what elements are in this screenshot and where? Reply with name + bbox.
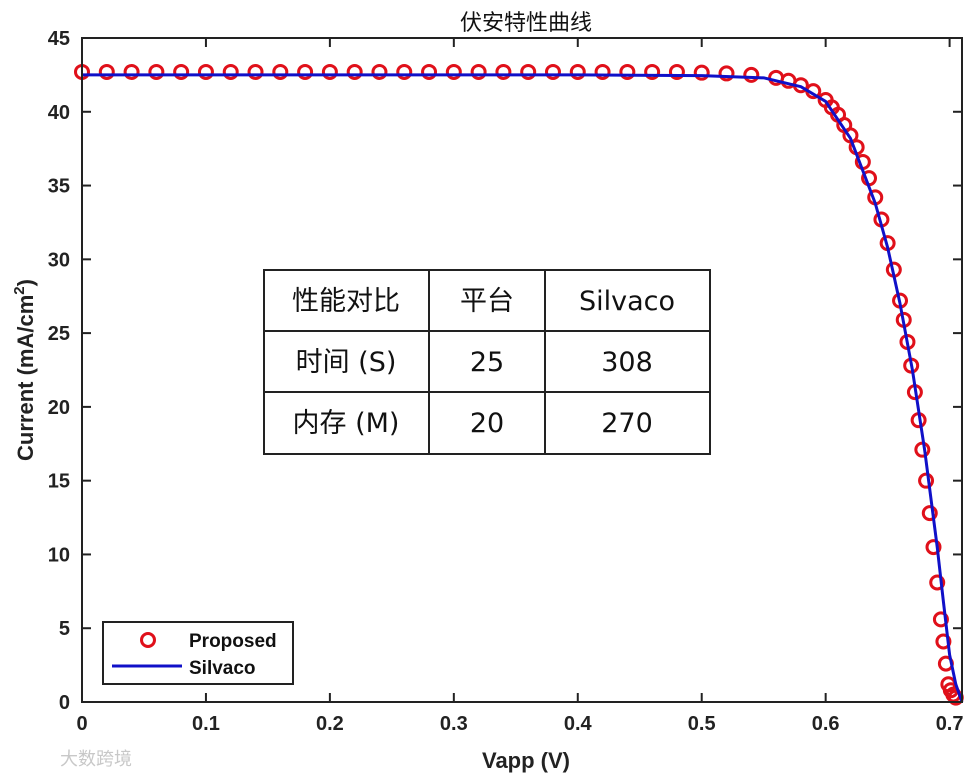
x-tick-label: 0.4: [564, 713, 593, 735]
proposed-data-point: [247, 63, 264, 80]
y-axis-label-main: Current (mA/cm: [13, 295, 38, 461]
proposed-data-point: [148, 63, 165, 80]
y-tick-label: 25: [48, 323, 70, 345]
proposed-data-point: [668, 63, 685, 80]
x-tick-label: 0.6: [812, 713, 840, 735]
x-axis-label: Vapp (V): [482, 748, 570, 773]
legend-label-proposed: Proposed: [189, 631, 277, 652]
x-tick-label: 0.1: [192, 713, 220, 735]
silvaco-series-line: [82, 73, 964, 703]
proposed-data-point: [346, 63, 363, 80]
legend-label-silvaco: Silvaco: [189, 658, 256, 679]
y-tick-label: 10: [48, 544, 70, 566]
proposed-data-point: [123, 63, 140, 80]
proposed-data-point: [98, 63, 115, 80]
proposed-data-point: [222, 63, 239, 80]
watermark: 大数跨境: [60, 749, 132, 770]
proposed-data-point: [918, 472, 935, 489]
proposed-data-point: [396, 63, 413, 80]
proposed-data-point: [272, 63, 289, 80]
proposed-data-point: [495, 63, 512, 80]
proposed-data-point: [569, 63, 586, 80]
proposed-data-point: [932, 611, 949, 628]
y-axis-label-tail: ): [13, 279, 38, 286]
x-tick-label: 0.7: [936, 713, 964, 735]
proposed-data-point: [619, 63, 636, 80]
x-tick-label: 0.5: [688, 713, 716, 735]
proposed-data-point: [693, 64, 710, 81]
proposed-data-point: [371, 63, 388, 80]
chart-title: 伏安特性曲线: [460, 11, 592, 36]
proposed-data-point: [197, 63, 214, 80]
table-cell: 25: [470, 347, 504, 378]
x-tick-label: 0.3: [440, 713, 468, 735]
watermark-text: 大数跨境: [60, 749, 132, 770]
table-cell: 平台: [460, 286, 514, 317]
proposed-data-point: [644, 63, 661, 80]
y-axis-label-sup: 2: [11, 286, 28, 294]
legend-marker-proposed: [140, 632, 156, 648]
proposed-data-point: [921, 505, 938, 522]
proposed-data-point: [743, 66, 760, 83]
proposed-data-point: [520, 63, 537, 80]
table-cell: 性能对比: [292, 286, 400, 317]
proposed-data-point: [470, 63, 487, 80]
legend-box: [102, 621, 294, 685]
y-tick-label: 0: [59, 692, 70, 714]
proposed-data-point: [321, 63, 338, 80]
table-cell: 270: [601, 408, 653, 439]
table-border: [263, 269, 711, 455]
performance-table: 性能对比 平台 Silvaco 时间 (S) 25 308 内存 (M) 20 …: [263, 269, 711, 455]
proposed-data-point: [297, 63, 314, 80]
y-axis-label: Current (mA/cm2): [11, 279, 38, 461]
table-cell: 20: [470, 408, 504, 439]
y-tick-label: 15: [48, 471, 70, 493]
table-cell: 时间 (S): [296, 347, 397, 378]
y-tick-label: 30: [48, 249, 70, 271]
proposed-data-point: [929, 574, 946, 591]
table-cell: 308: [601, 347, 653, 378]
proposed-data-point: [925, 539, 942, 556]
legend: Proposed Silvaco: [102, 621, 294, 685]
plot-frame: [81, 37, 963, 703]
proposed-data-point: [173, 63, 190, 80]
y-tick-label: 45: [48, 28, 70, 50]
proposed-data-point: [421, 63, 438, 80]
x-tick-label: 0: [76, 713, 87, 735]
proposed-data-point: [445, 63, 462, 80]
y-tick-label: 5: [59, 618, 70, 640]
proposed-data-point: [914, 441, 931, 458]
table-cell: 内存 (M): [293, 408, 400, 439]
y-tick-label: 35: [48, 176, 70, 198]
table-cell: Silvaco: [579, 286, 675, 317]
x-axis-ticks: 0 0.1 0.2 0.3 0.4 0.5 0.6 0.7: [76, 38, 964, 735]
plot-series: [74, 63, 964, 706]
y-tick-label: 40: [48, 102, 70, 124]
proposed-data-point: [594, 63, 611, 80]
x-tick-label: 0.2: [316, 713, 344, 735]
proposed-data-point: [935, 633, 952, 650]
y-tick-label: 20: [48, 397, 70, 419]
proposed-data-point: [718, 65, 735, 82]
proposed-data-point: [544, 63, 561, 80]
